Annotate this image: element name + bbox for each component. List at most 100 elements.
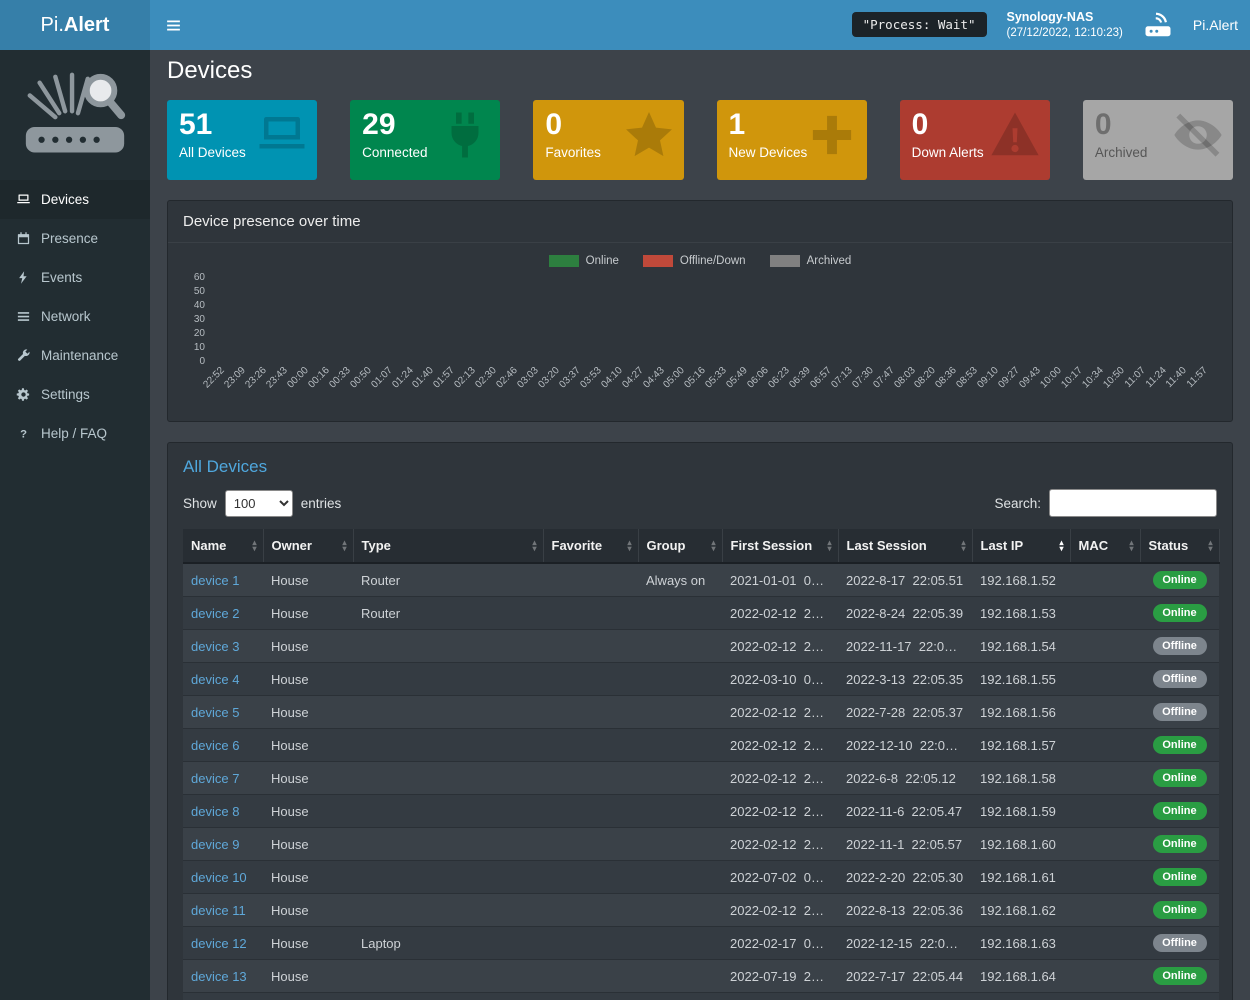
cell-first-session: 2022-02-12 22:05 [722, 992, 838, 1000]
x-tick-label: 01:24 [389, 365, 416, 391]
column-header-first-session[interactable]: First Session ▴ ▾ [722, 529, 839, 564]
device-link[interactable]: device 7 [191, 770, 240, 786]
x-tick-label: 23:09 [222, 365, 248, 391]
svg-text:?: ? [20, 429, 27, 441]
sidebar-item-events[interactable]: Events [0, 258, 150, 297]
summary-card-favorites[interactable]: 0 Favorites [533, 100, 684, 180]
status-cell: Offline [1140, 992, 1219, 1000]
status-cell: Online [1140, 761, 1219, 795]
column-header-mac[interactable]: MAC ▴ ▾ [1070, 529, 1141, 564]
y-tick-label: 10 [193, 342, 205, 353]
y-tick-label: 50 [193, 286, 205, 297]
summary-card-connected[interactable]: 29 Connected [350, 100, 501, 180]
cell-owner: House [263, 596, 353, 630]
status-badge: Offline [1152, 934, 1207, 952]
device-link[interactable]: device 2 [191, 605, 240, 621]
legend-item-offline-down: Offline/Down [642, 255, 746, 267]
device-link[interactable]: device 3 [191, 638, 240, 654]
status-badge: Offline [1152, 670, 1207, 688]
main-content: Devices 51 All Devices 29 Connected 0 Favorit… [150, 0, 1250, 1000]
sidebar-item-help-faq[interactable]: ? Help / FAQ [0, 414, 150, 453]
summary-card-archived[interactable]: 0 Archived [1082, 100, 1233, 180]
sidebar-item-network[interactable]: Network [0, 297, 150, 336]
status-cell: Offline [1140, 695, 1219, 729]
device-link[interactable]: device 1 [191, 572, 240, 588]
sidebar-item-maintenance[interactable]: Maintenance [0, 336, 150, 375]
device-link[interactable]: device 10 [191, 869, 247, 885]
device-link[interactable]: device 6 [191, 737, 240, 753]
cell-owner: House [263, 728, 353, 762]
card-value: 51 [179, 108, 213, 141]
x-tick-label: 00:00 [285, 365, 311, 391]
status-cell: Offline [1140, 926, 1219, 960]
cell-favorite [543, 860, 638, 894]
column-header-type[interactable]: Type ▴ ▾ [353, 529, 544, 564]
entries-select[interactable]: 100 [224, 489, 293, 517]
hamburger-menu-button[interactable] [150, 0, 196, 50]
summary-card-new-devices[interactable]: 1 New Devices [716, 100, 867, 180]
column-header-last-session[interactable]: Last Session ▴ ▾ [838, 529, 973, 564]
brand-logo[interactable]: Pi. Alert [0, 0, 150, 50]
cell-mac [1070, 562, 1140, 597]
cell-first-session: 2022-02-12 22:05 [722, 728, 838, 762]
device-link[interactable]: device 8 [191, 803, 240, 819]
search-label: Search: [994, 495, 1041, 511]
cell-last-ip: 192.168.1.62 [972, 893, 1070, 927]
column-label: Group [646, 538, 686, 553]
cell-last-session: 2022-8-13 22:05.36 [838, 893, 972, 927]
device-name-cell: device 1 [183, 562, 263, 597]
device-link[interactable]: device 4 [191, 671, 240, 687]
device-link[interactable]: device 5 [191, 704, 240, 720]
cell-owner: House [263, 662, 353, 696]
show-entries-control: Show 100 entries [183, 489, 342, 517]
x-tick-label: 06:23 [766, 365, 792, 391]
cell-favorite [543, 562, 638, 597]
cell-first-session: 2022-02-12 22:05 [722, 893, 838, 927]
cell-group [638, 629, 722, 663]
cell-group [638, 662, 722, 696]
devices-panel: All Devices Show 100 entries Search: Nam… [167, 442, 1233, 1000]
column-header-last-ip[interactable]: Last IP ▴ ▾ [972, 529, 1071, 564]
status-cell: Online [1140, 794, 1219, 828]
cell-favorite [543, 794, 638, 828]
device-link[interactable]: device 13 [191, 968, 247, 984]
device-link[interactable]: device 12 [191, 935, 247, 951]
summary-card-down-alerts[interactable]: 0 Down Alerts [899, 100, 1050, 180]
device-link[interactable]: device 9 [191, 836, 240, 852]
sidebar-item-label: Presence [41, 231, 99, 247]
cell-last-session: 2022-8-17 22:05.51 [838, 562, 972, 597]
column-header-name[interactable]: Name ▴ ▾ [183, 529, 264, 564]
cell-mac [1070, 695, 1140, 729]
router-signal-icon[interactable] [1143, 10, 1173, 40]
search-input[interactable] [1049, 489, 1217, 517]
sidebar-menu: Devices Presence Events Network Maintenance S… [0, 180, 150, 453]
column-header-favorite[interactable]: Favorite ▴ ▾ [543, 529, 639, 564]
status-cell: Online [1140, 827, 1219, 861]
sidebar-item-presence[interactable]: Presence [0, 219, 150, 258]
column-header-owner[interactable]: Owner ▴ ▾ [263, 529, 354, 564]
sidebar-item-devices[interactable]: Devices [0, 180, 150, 220]
cell-favorite [543, 629, 638, 663]
column-header-status[interactable]: Status ▴ ▾ [1140, 529, 1220, 564]
x-tick-label: 10:34 [1080, 365, 1106, 391]
cell-group [638, 992, 722, 1000]
x-tick-label: 04:43 [640, 365, 667, 391]
laptop-icon [255, 108, 309, 162]
cell-owner: House [263, 827, 353, 861]
cell-group [638, 893, 722, 927]
sidebar-item-settings[interactable]: Settings [0, 375, 150, 414]
column-header-group[interactable]: Group ▴ ▾ [638, 529, 723, 564]
topbar-right: "Process: Wait" Synology-NAS (27/12/2022… [851, 9, 1238, 41]
cell-first-session: 2022-02-17 08:05 [722, 926, 838, 960]
sort-icon: ▴ ▾ [1129, 537, 1134, 553]
cell-favorite [543, 695, 638, 729]
entries-label: entries [300, 495, 342, 511]
x-tick-label: 03:53 [578, 365, 604, 391]
device-link[interactable]: device 11 [191, 902, 246, 918]
x-tick-label: 04:27 [619, 365, 646, 391]
chart-legend: Online Offline/Down Archived [183, 255, 1217, 267]
card-value: 0 [911, 108, 929, 141]
cell-last-ip: 192.168.1.57 [972, 728, 1070, 762]
cell-type: Router [353, 596, 543, 630]
summary-card-all-devices[interactable]: 51 All Devices [167, 100, 318, 180]
